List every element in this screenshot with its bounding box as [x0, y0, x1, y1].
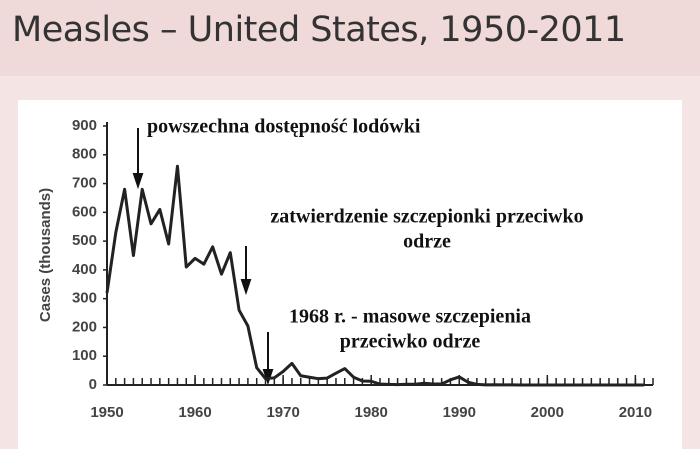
x-tick-label: 2010	[619, 404, 652, 421]
y-tick-label: 300	[72, 290, 97, 307]
x-tick-label: 2000	[531, 404, 564, 421]
x-tick-label: 1970	[266, 404, 299, 421]
y-tick-label: 400	[72, 261, 97, 278]
y-tick-label: 500	[72, 232, 97, 249]
y-tick-label: 0	[89, 376, 97, 393]
x-tick-label: 1960	[178, 404, 211, 421]
x-tick-label: 1950	[90, 404, 123, 421]
annotation: powszechna dostępność lodówki	[147, 116, 421, 138]
arrows	[132, 128, 274, 386]
x-tick-label: 1980	[355, 404, 388, 421]
annotation: przeciwko odrze	[340, 331, 481, 353]
y-axis-label: Cases (thousands)	[37, 188, 54, 322]
y-tick-label: 700	[72, 175, 97, 192]
y-tick-label: 600	[72, 203, 97, 220]
data-line	[105, 164, 645, 387]
header-band	[0, 0, 700, 76]
chart-title: Measles – United States, 1950-2011	[12, 10, 626, 50]
chart-panel	[18, 100, 682, 449]
annotation: zatwierdzenie szczepionki przeciwko	[270, 206, 583, 228]
y-tick-label: 100	[72, 347, 97, 364]
y-tick-label: 800	[72, 146, 97, 163]
y-tick-label: 200	[72, 318, 97, 335]
x-tick-label: 1990	[443, 404, 476, 421]
annotation: 1968 r. - masowe szczepienia	[289, 306, 531, 328]
y-tick-label: 900	[72, 117, 97, 134]
annotation: odrze	[403, 231, 451, 253]
